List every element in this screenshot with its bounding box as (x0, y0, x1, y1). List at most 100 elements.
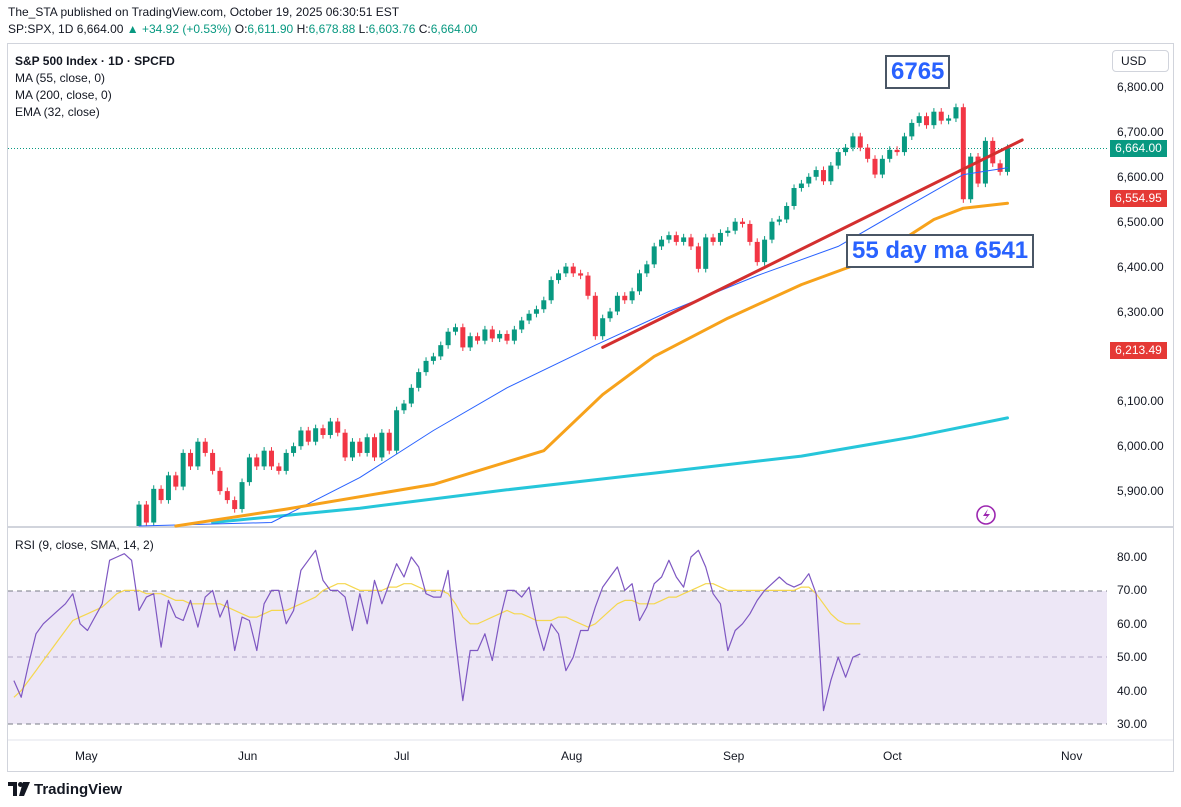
symbol-legend[interactable]: S&P 500 Index · 1D · SPCFD (15, 54, 175, 68)
lightning-icon[interactable] (976, 505, 996, 525)
ma200-line (211, 416, 1009, 524)
candle (769, 218, 775, 244)
candle-body (158, 488, 164, 501)
candle-body (747, 223, 753, 242)
brand-name: TradingView (34, 780, 123, 798)
candle (887, 146, 893, 163)
candle-body (585, 275, 591, 296)
candle (578, 269, 584, 280)
candle (732, 218, 738, 235)
candle-body (982, 140, 988, 184)
candle (364, 433, 370, 457)
candle-body (556, 273, 562, 281)
candle (695, 242, 701, 273)
candle (872, 155, 878, 179)
candle (710, 233, 716, 246)
rsi-lines-layer (13, 549, 861, 712)
candle (688, 233, 694, 250)
ema32-legend[interactable]: EMA (32, close) (15, 105, 100, 119)
low-label: L: (358, 22, 369, 36)
candle-body (688, 237, 694, 247)
ma200-legend[interactable]: MA (200, close, 0) (15, 88, 112, 102)
candle (725, 227, 731, 237)
candle-body (828, 165, 834, 182)
candle-body (210, 452, 216, 471)
candles-layer (136, 103, 1010, 526)
candle-body (541, 300, 547, 310)
candle-body (416, 372, 422, 388)
candle (526, 310, 532, 325)
candle (651, 242, 657, 268)
candle (430, 352, 436, 365)
candle-body (291, 446, 297, 453)
candle-body (784, 205, 790, 220)
candle-body (703, 237, 709, 269)
ema32-line (138, 167, 1008, 527)
candle-body (835, 152, 841, 166)
candle-body (953, 107, 959, 119)
candle (511, 325, 517, 345)
candle (445, 328, 451, 349)
candle (916, 112, 922, 127)
candle-body (475, 336, 481, 341)
symbol-name[interactable]: SP:SPX, 1D (8, 22, 74, 36)
candle (990, 137, 996, 167)
candle (666, 231, 672, 244)
candle-body (342, 432, 348, 458)
ma55-annotation[interactable]: 55 day ma 6541 (846, 234, 1035, 268)
rsi-tick-label: 60.00 (1117, 616, 1148, 631)
candle (762, 236, 768, 266)
candle (835, 148, 841, 170)
rsi-legend[interactable]: RSI (9, close, SMA, 14, 2) (15, 538, 154, 552)
peak-annotation[interactable]: 6765 (885, 55, 951, 89)
currency-button[interactable]: USD (1112, 50, 1169, 72)
candle-body (732, 221, 738, 231)
rsi-tick-label: 40.00 (1117, 683, 1148, 698)
candle-body (452, 327, 458, 332)
candle-body (614, 295, 620, 312)
high-label: H: (296, 22, 309, 36)
candle-body (504, 333, 510, 341)
candle (813, 166, 819, 181)
candle-body (1004, 148, 1010, 172)
candle (747, 220, 753, 246)
candle-body (960, 107, 966, 200)
candle (740, 218, 746, 228)
candle (416, 368, 422, 392)
candle (894, 146, 900, 156)
price-tick-label: 6,800.00 (1117, 80, 1164, 94)
candle (254, 453, 260, 470)
candle (533, 305, 539, 318)
rsi-tick-label: 70.00 (1117, 583, 1148, 598)
candle (423, 357, 429, 376)
candle-body (430, 356, 436, 361)
candle-body (938, 111, 944, 121)
time-tick-label: Sep (723, 749, 745, 763)
candle-body (636, 273, 642, 292)
candle (497, 330, 503, 343)
candle-body (673, 235, 679, 242)
candle (195, 438, 201, 470)
candle-body (489, 329, 495, 339)
candle-body (924, 116, 930, 126)
candle (636, 269, 642, 295)
tradingview-logo[interactable]: TradingView (8, 779, 122, 799)
candle-body (445, 331, 451, 346)
candle-body (401, 403, 407, 411)
candle (548, 276, 554, 304)
candle-body (769, 221, 775, 240)
candle (541, 296, 547, 313)
candle-body (975, 156, 981, 184)
candle (291, 442, 297, 457)
candle-body (865, 147, 871, 159)
candle (673, 231, 679, 246)
rsi-tick-label: 80.00 (1117, 550, 1148, 564)
rsi-signal-line (13, 583, 861, 698)
candle (151, 485, 157, 526)
candle-body (460, 327, 466, 348)
ma55-legend[interactable]: MA (55, close, 0) (15, 71, 106, 85)
candle-body (666, 235, 672, 240)
candle-body (188, 452, 194, 467)
candle (754, 238, 760, 266)
